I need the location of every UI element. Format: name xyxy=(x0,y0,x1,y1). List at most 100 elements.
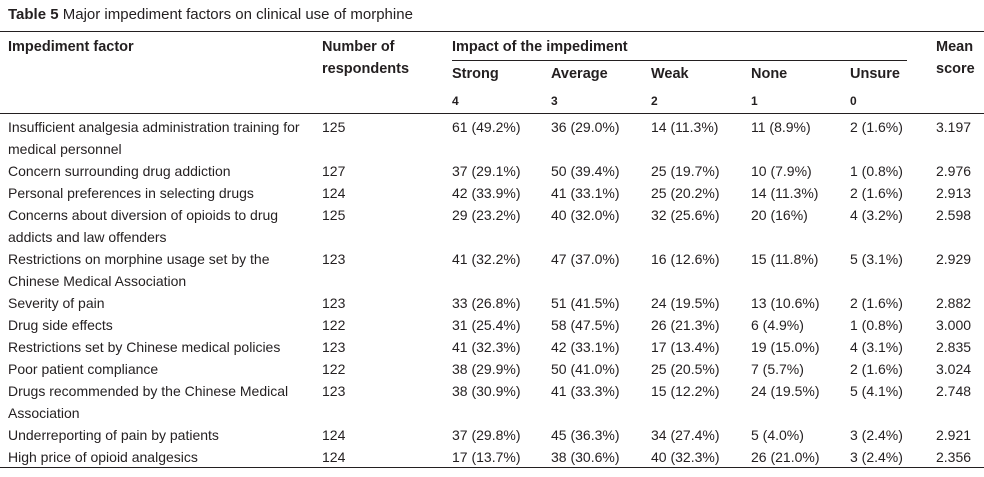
weak-value: 25 (20.2%) xyxy=(651,185,720,201)
weak-value: 14 (11.3%) xyxy=(651,119,719,135)
respondents: 122 xyxy=(322,317,346,333)
unsure-value: 1 (0.8%) xyxy=(850,317,903,333)
header-mean-score: Mean score xyxy=(936,39,975,77)
weak-value: 15 (12.2%) xyxy=(651,383,720,399)
header-impact: Impact of the impediment xyxy=(452,39,628,55)
average-value: 36 (29.0%) xyxy=(551,119,620,135)
mean-score: 2.913 xyxy=(936,185,972,201)
mean-score: 2.929 xyxy=(936,251,972,267)
average-value: 47 (37.0%) xyxy=(551,251,620,267)
table-row: Insufficient analgesia administration tr… xyxy=(0,116,984,160)
table-row: Drug side effects 122 31 (25.4%) 58 (47.… xyxy=(0,314,984,336)
weak-value: 24 (19.5%) xyxy=(651,295,720,311)
average-value: 41 (33.3%) xyxy=(551,383,620,399)
impediment-factor: Concern surrounding drug addiction xyxy=(8,163,231,179)
respondents: 124 xyxy=(322,427,346,443)
none-value: 15 (11.8%) xyxy=(751,251,819,267)
mean-score: 2.882 xyxy=(936,295,972,311)
mean-score: 2.598 xyxy=(936,207,972,223)
header-number-of-respondents: Number of respondents xyxy=(322,39,410,77)
strong-value: 29 (23.2%) xyxy=(452,207,521,223)
weak-value: 25 (19.7%) xyxy=(651,163,720,179)
impediment-factor: Restrictions set by Chinese medical poli… xyxy=(8,339,281,355)
table-row: Restrictions on morphine usage set by th… xyxy=(0,248,984,292)
respondents: 123 xyxy=(322,339,346,355)
mean-score: 3.000 xyxy=(936,317,972,333)
impediment-factor: Drugs recommended by the Chinese Medical… xyxy=(8,383,289,421)
strong-value: 17 (13.7%) xyxy=(452,449,521,465)
none-value: 26 (21.0%) xyxy=(751,449,820,465)
strong-value: 42 (33.9%) xyxy=(452,185,521,201)
unsure-value: 2 (1.6%) xyxy=(850,119,903,135)
none-value: 24 (19.5%) xyxy=(751,383,820,399)
table-row: Personal preferences in selecting drugs … xyxy=(0,182,984,204)
average-value: 51 (41.5%) xyxy=(551,295,620,311)
average-value: 40 (32.0%) xyxy=(551,207,620,223)
header-unsure: Unsure xyxy=(850,66,900,82)
strong-value: 41 (32.2%) xyxy=(452,251,521,267)
mean-score: 2.748 xyxy=(936,383,972,399)
average-value: 42 (33.1%) xyxy=(551,339,620,355)
top-rule xyxy=(0,31,984,32)
respondents: 123 xyxy=(322,383,346,399)
score-strong: 4 xyxy=(452,94,459,108)
score-average: 3 xyxy=(551,94,558,108)
table-row: Concern surrounding drug addiction 127 3… xyxy=(0,160,984,182)
none-value: 6 (4.9%) xyxy=(751,317,804,333)
average-value: 38 (30.6%) xyxy=(551,449,620,465)
header-impediment-factor: Impediment factor xyxy=(8,39,134,55)
average-value: 58 (47.5%) xyxy=(551,317,620,333)
none-value: 19 (15.0%) xyxy=(751,339,820,355)
header-average: Average xyxy=(551,66,608,82)
table-row: Underreporting of pain by patients 124 3… xyxy=(0,424,984,446)
respondents: 127 xyxy=(322,163,346,179)
impact-subrule xyxy=(452,60,907,61)
score-weak: 2 xyxy=(651,94,658,108)
strong-value: 37 (29.1%) xyxy=(452,163,521,179)
weak-value: 34 (27.4%) xyxy=(651,427,720,443)
unsure-value: 4 (3.2%) xyxy=(850,207,903,223)
mean-score: 2.835 xyxy=(936,339,972,355)
impediment-factor: Drug side effects xyxy=(8,317,113,333)
strong-value: 41 (32.3%) xyxy=(452,339,521,355)
impediment-factor: Personal preferences in selecting drugs xyxy=(8,185,254,201)
mean-score: 2.356 xyxy=(936,449,972,465)
weak-value: 17 (13.4%) xyxy=(651,339,720,355)
strong-value: 61 (49.2%) xyxy=(452,119,521,135)
average-value: 50 (39.4%) xyxy=(551,163,620,179)
weak-value: 26 (21.3%) xyxy=(651,317,720,333)
none-value: 13 (10.6%) xyxy=(751,295,820,311)
strong-value: 37 (29.8%) xyxy=(452,427,521,443)
table-label: Table 5 xyxy=(8,6,59,23)
header-rule xyxy=(0,113,984,114)
table-row: High price of opioid analgesics 124 17 (… xyxy=(0,446,984,468)
table-title: Major impediment factors on clinical use… xyxy=(62,6,413,23)
unsure-value: 2 (1.6%) xyxy=(850,295,903,311)
unsure-value: 3 (2.4%) xyxy=(850,449,903,465)
table-body: Insufficient analgesia administration tr… xyxy=(0,116,984,468)
impediment-factor: Poor patient compliance xyxy=(8,361,159,377)
mean-score: 3.197 xyxy=(936,119,972,135)
respondents: 123 xyxy=(322,251,346,267)
impediment-factor: Underreporting of pain by patients xyxy=(8,427,219,443)
mean-score: 3.024 xyxy=(936,361,972,377)
weak-value: 25 (20.5%) xyxy=(651,361,720,377)
strong-value: 38 (29.9%) xyxy=(452,361,521,377)
strong-value: 33 (26.8%) xyxy=(452,295,521,311)
header-strong: Strong xyxy=(452,66,499,82)
unsure-value: 5 (4.1%) xyxy=(850,383,903,399)
average-value: 50 (41.0%) xyxy=(551,361,620,377)
average-value: 41 (33.1%) xyxy=(551,185,620,201)
none-value: 10 (7.9%) xyxy=(751,163,812,179)
unsure-value: 4 (3.1%) xyxy=(850,339,903,355)
unsure-value: 1 (0.8%) xyxy=(850,163,903,179)
score-none: 1 xyxy=(751,94,758,108)
unsure-value: 5 (3.1%) xyxy=(850,251,903,267)
unsure-value: 2 (1.6%) xyxy=(850,185,903,201)
table-row: Concerns about diversion of opioids to d… xyxy=(0,204,984,248)
weak-value: 16 (12.6%) xyxy=(651,251,720,267)
none-value: 20 (16%) xyxy=(751,207,808,223)
mean-score: 2.976 xyxy=(936,163,972,179)
strong-value: 31 (25.4%) xyxy=(452,317,521,333)
impediment-factor: Severity of pain xyxy=(8,295,105,311)
